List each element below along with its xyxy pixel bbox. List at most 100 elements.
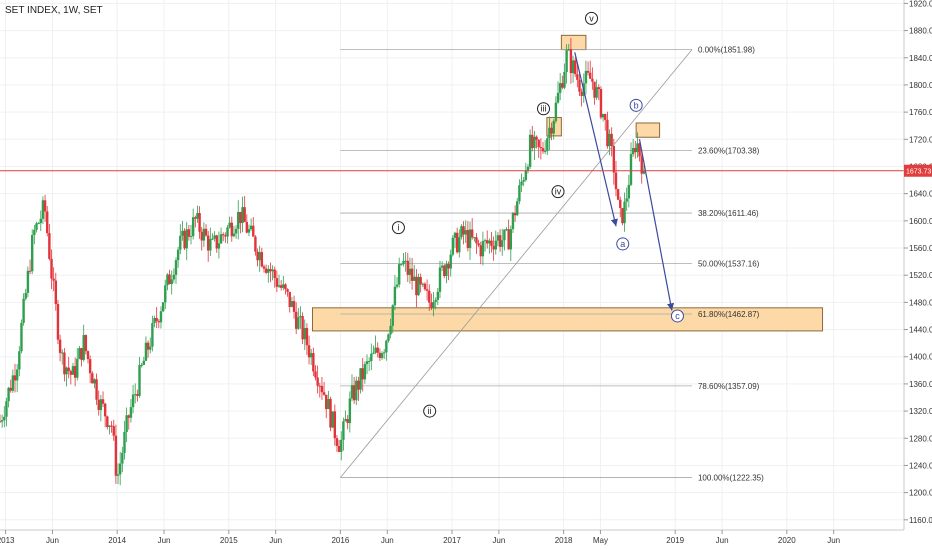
candle-body [290, 301, 294, 307]
candle-body [627, 184, 631, 199]
candle-body [189, 236, 193, 238]
candle-body [95, 379, 98, 400]
candle-body [254, 236, 257, 252]
candle-body [503, 229, 506, 241]
candle-body [294, 311, 298, 329]
wave-label-text: b [634, 100, 639, 110]
candle-body [535, 136, 538, 140]
candle-body [125, 415, 128, 433]
x-tick-label: May [593, 536, 608, 545]
candle-body [563, 71, 566, 88]
y-tick-label: 1160.00 [909, 516, 932, 525]
candle-body [187, 229, 191, 237]
candle-body [200, 231, 203, 241]
candle-body [305, 327, 309, 346]
candle-body [483, 240, 487, 242]
candle-body [393, 286, 397, 306]
candle-body [5, 401, 8, 417]
candle-body [481, 241, 485, 257]
candle-body [533, 136, 536, 148]
wave-label-i: i [391, 221, 405, 235]
candle-body [11, 375, 15, 391]
x-tick-label: Jun [46, 536, 59, 545]
candle-body [256, 251, 259, 261]
candle-body [301, 316, 304, 340]
candle-body [616, 189, 620, 200]
wave-label-text: i [397, 223, 399, 233]
candle-body [76, 358, 79, 378]
y-tick-label: 1240.00 [909, 461, 932, 470]
candle-body [73, 366, 77, 378]
candle-body [505, 229, 508, 231]
wave-label-circle [551, 185, 565, 199]
candle-body [267, 268, 270, 273]
candle-body [288, 291, 291, 307]
candle-body [335, 438, 339, 447]
candle-body [168, 274, 171, 285]
x-tick-label: 2016 [331, 536, 349, 545]
candle-body [277, 285, 281, 287]
candle-body [20, 322, 23, 352]
candle-body [363, 364, 367, 380]
candle-body [569, 49, 573, 74]
candle-body [546, 138, 549, 151]
candle-body [196, 213, 199, 219]
candle-body [80, 348, 83, 360]
y-tick-label: 1360.00 [909, 380, 932, 389]
candle-body [35, 223, 38, 230]
candle-body [333, 411, 337, 439]
candle-body [222, 234, 225, 236]
candle-body [415, 276, 418, 296]
candle-body [99, 399, 103, 411]
fib-level-label: 78.60%(1357.09) [698, 382, 760, 391]
candle-body [485, 240, 489, 244]
candle-body [174, 260, 178, 275]
fib-level-label: 23.60%(1703.38) [698, 147, 760, 156]
candle-body [151, 323, 154, 347]
candle-body [271, 269, 274, 272]
candle-body [595, 87, 598, 98]
candle-body [224, 235, 227, 237]
candle-body [586, 70, 590, 73]
y-tick-label: 1760.00 [909, 108, 932, 117]
candle-body [318, 385, 321, 387]
wave-label-circle [585, 11, 599, 25]
candle-body [526, 166, 530, 171]
candle-body [342, 421, 345, 440]
candle-body [640, 156, 643, 174]
candle-body [408, 268, 412, 275]
wave-label-circle [537, 102, 551, 116]
wave-label-circle [391, 221, 405, 235]
candlestick-series [0, 37, 646, 486]
candle-body [310, 353, 313, 358]
candle-body [52, 278, 55, 281]
candle-body [146, 342, 150, 350]
candle-body [625, 198, 628, 202]
candle-body [556, 92, 560, 103]
x-tick-label: Jun [158, 536, 171, 545]
candle-body [337, 446, 341, 452]
candle-body [449, 254, 452, 269]
trend-line [340, 49, 693, 478]
candle-body [417, 276, 420, 296]
candle-body [110, 425, 113, 427]
candle-body [249, 225, 253, 230]
candle-body [204, 228, 208, 236]
fib-level-label: 0.00%(1851.98) [698, 46, 755, 55]
candle-body [455, 232, 459, 253]
y-tick-label: 1520.00 [909, 271, 932, 280]
candle-body [554, 102, 558, 122]
candle-body [599, 89, 603, 118]
y-tick-label: 1560.00 [909, 244, 932, 253]
candle-body [164, 285, 167, 303]
candle-body [297, 317, 300, 329]
candle-body [470, 229, 474, 238]
candle-body [578, 79, 581, 92]
candle-body [516, 201, 519, 216]
candle-body [447, 264, 450, 269]
candle-body [543, 150, 547, 152]
candle-body [284, 284, 287, 290]
candle-body [597, 87, 601, 90]
candle-body [550, 127, 553, 134]
